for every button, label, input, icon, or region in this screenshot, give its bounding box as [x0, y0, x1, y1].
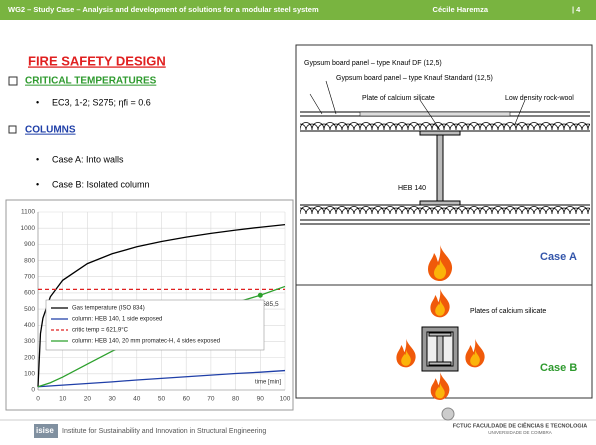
case-label: Case B: [540, 362, 577, 374]
header-author: Cécile Haremza: [433, 5, 489, 14]
y-tick-label: 600: [24, 290, 35, 297]
y-tick-label: 0: [31, 387, 35, 394]
footer-faculty: FCTUC FACULDADE DE CIÊNCIAS E TECNOLOGIA: [453, 421, 587, 429]
legend-label: column: HEB 140, 1 side exposed: [72, 317, 162, 323]
bullet-text: Case B: Isolated column: [52, 179, 150, 189]
slide-title: FIRE SAFETY DESIGN: [28, 53, 166, 68]
y-tick-label: 900: [24, 241, 35, 248]
footer-university: UNIVERSIDADE DE COIMBRA: [488, 430, 552, 435]
bullet: •: [36, 179, 39, 189]
x-tick-label: 90: [257, 396, 265, 403]
footer-institute: Institute for Sustainability and Innovat…: [62, 428, 266, 435]
x-axis-label: time [min]: [255, 380, 281, 386]
diagram-label: Low density rock-wool: [505, 95, 574, 102]
y-tick-label: 400: [24, 322, 35, 329]
y-tick-label: 700: [24, 273, 35, 280]
y-tick-label: 300: [24, 338, 35, 345]
page: WG2 – Study Case – Analysis and developm…: [0, 0, 596, 445]
x-tick-label: 50: [158, 396, 166, 403]
slide: WG2 – Study Case – Analysis and developm…: [0, 0, 596, 445]
legend-label: column: HEB 140, 20 mm promatec-H, 4 sid…: [72, 339, 220, 345]
y-tick-label: 1100: [21, 209, 35, 216]
y-tick-label: 800: [24, 257, 35, 264]
x-tick-label: 20: [84, 396, 92, 403]
section-heading: CRITICAL TEMPERATURES: [25, 76, 157, 87]
isolated-column: [422, 327, 458, 371]
diagram-label: Gypsum board panel – type Knauf DF (12,5…: [304, 60, 442, 67]
header-title: WG2 – Study Case – Analysis and developm…: [8, 5, 319, 14]
legend-label: critic temp = 621,9°C: [72, 328, 129, 334]
crest: [442, 408, 454, 420]
x-tick-label: 60: [183, 396, 191, 403]
bullet: •: [36, 154, 39, 164]
annotation: 585,5: [262, 301, 279, 308]
diagram-label: HEB 140: [398, 185, 426, 192]
bullet: •: [36, 97, 39, 107]
y-tick-label: 200: [24, 354, 35, 361]
y-tick-label: 100: [24, 371, 35, 378]
diagram-label: Plates of calcium silicate: [470, 308, 546, 315]
x-tick-label: 0: [36, 396, 40, 403]
x-tick-label: 100: [280, 396, 291, 403]
annotation-point: [258, 293, 263, 298]
footer-logo: isise: [36, 426, 54, 435]
diagram-label: Plate of calcium silicate: [362, 95, 435, 102]
y-tick-label: 1000: [21, 225, 36, 232]
bullet-text: Case A: Into walls: [52, 154, 124, 164]
diagram-label: Gypsum board panel – type Knauf Standard…: [336, 75, 493, 82]
legend-label: Gas temperature (ISO 834): [72, 306, 145, 312]
case-label: Case A: [540, 251, 577, 263]
x-tick-label: 40: [133, 396, 141, 403]
section-heading: COLUMNS: [25, 125, 76, 136]
x-tick-label: 80: [232, 396, 240, 403]
y-tick-label: 500: [24, 306, 35, 313]
header-page: | 4: [572, 5, 581, 14]
x-tick-label: 70: [207, 396, 215, 403]
x-tick-label: 30: [108, 396, 116, 403]
x-tick-label: 10: [59, 396, 67, 403]
bullet-text: EC3, 1-2; S275; ηfi = 0.6: [52, 97, 151, 107]
